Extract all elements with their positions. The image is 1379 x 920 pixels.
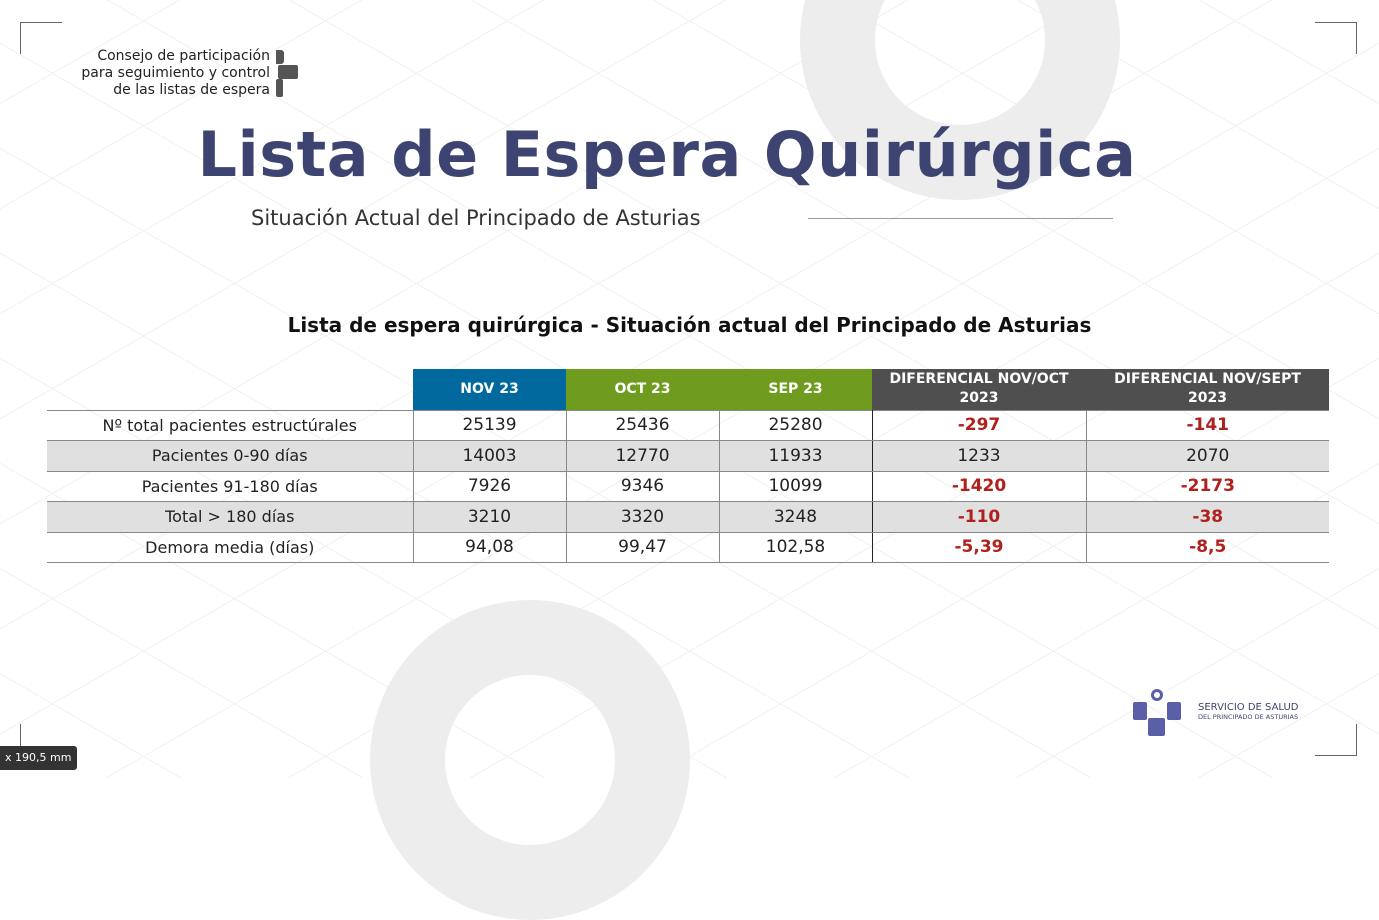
- header-diff-nov-sep: DIFERENCIAL NOV/SEPT 2023: [1086, 369, 1329, 410]
- cell-oct: 25436: [566, 409, 720, 441]
- page-title: Lista de Espera Quirúrgica: [197, 118, 1137, 191]
- council-logo-text: Consejo de participación para seguimient…: [40, 48, 270, 99]
- row-label: Demora media (días): [47, 532, 414, 563]
- cell-diff-nov-sep: -8,5: [1086, 532, 1329, 563]
- header-diff-nov-oct: DIFERENCIAL NOV/OCT 2023: [872, 369, 1086, 410]
- row-label: Total > 180 días: [47, 501, 414, 533]
- waiting-list-table: NOV 23 OCT 23 SEP 23 DIFERENCIAL NOV/OCT…: [47, 369, 1329, 563]
- logo-line-2: DEL PRINCIPADO DE ASTURIAS: [1198, 713, 1299, 721]
- cell-sep: 10099: [719, 471, 873, 502]
- row-label: Pacientes 91-180 días: [47, 471, 414, 502]
- cell-diff-nov-oct: -297: [872, 409, 1087, 441]
- corner-mark-br: [1315, 724, 1357, 756]
- servicio-salud-logo-icon: [1133, 689, 1181, 736]
- council-logo-icon: [276, 50, 298, 97]
- cell-nov: 14003: [413, 440, 567, 472]
- page-subtitle: Situación Actual del Principado de Astur…: [251, 206, 701, 230]
- cell-diff-nov-sep: -2173: [1086, 471, 1329, 502]
- row-label: Pacientes 0-90 días: [47, 440, 414, 472]
- cell-nov: 7926: [413, 471, 567, 502]
- cell-oct: 99,47: [566, 532, 720, 563]
- council-line-2: para seguimiento y control: [81, 65, 270, 81]
- cell-diff-nov-sep: -38: [1086, 501, 1329, 533]
- cell-oct: 12770: [566, 440, 720, 472]
- decorative-ring-bottom: [370, 600, 690, 920]
- council-line-1: Consejo de participación: [97, 48, 270, 64]
- cell-diff-nov-sep: -141: [1086, 409, 1329, 441]
- cell-oct: 9346: [566, 471, 720, 502]
- cell-diff-nov-oct: -1420: [872, 471, 1087, 502]
- cell-diff-nov-oct: -110: [872, 501, 1087, 533]
- header-nov: NOV 23: [413, 369, 566, 410]
- cell-diff-nov-sep: 2070: [1086, 440, 1329, 472]
- row-label: Nº total pacientes estructúrales: [47, 409, 414, 441]
- table-row: Pacientes 91-180 días 7926 9346 10099 -1420-…: [47, 471, 1329, 502]
- cell-diff-nov-oct: 1233: [872, 440, 1087, 472]
- logo-line-1: SERVICIO DE SALUD: [1198, 702, 1299, 713]
- cell-diff-nov-oct: -5,39: [872, 532, 1087, 563]
- cell-nov: 94,08: [413, 532, 567, 563]
- table-row: Nº total pacientes estructúrales 25139 254…: [47, 409, 1329, 441]
- table-row: Demora media (días) 94,08 99,47 102,58 -5,39…: [47, 532, 1329, 563]
- subtitle-divider: [808, 218, 1113, 219]
- header-oct: OCT 23: [566, 369, 719, 410]
- header-sep: SEP 23: [719, 369, 872, 410]
- cell-oct: 3320: [566, 501, 720, 533]
- corner-mark-tr: [1315, 22, 1357, 54]
- servicio-salud-logo-text: SERVICIO DE SALUD DEL PRINCIPADO DE ASTU…: [1198, 702, 1299, 721]
- corner-mark-tl: [20, 22, 62, 54]
- cell-sep: 3248: [719, 501, 873, 533]
- header-empty: [47, 369, 413, 410]
- table-row: Pacientes 0-90 días 14003 12770 11933 1233 20…: [47, 440, 1329, 472]
- cell-sep: 11933: [719, 440, 873, 472]
- cell-sep: 102,58: [719, 532, 873, 563]
- cell-nov: 3210: [413, 501, 567, 533]
- measurement-tooltip: x 190,5 mm: [0, 746, 77, 770]
- council-line-3: de las listas de espera: [113, 82, 270, 98]
- table-row: Total > 180 días 3210 3320 3248 -110 -38: [47, 501, 1329, 533]
- cell-sep: 25280: [719, 409, 873, 441]
- cell-nov: 25139: [413, 409, 567, 441]
- table-title: Lista de espera quirúrgica - Situación a…: [287, 313, 1092, 337]
